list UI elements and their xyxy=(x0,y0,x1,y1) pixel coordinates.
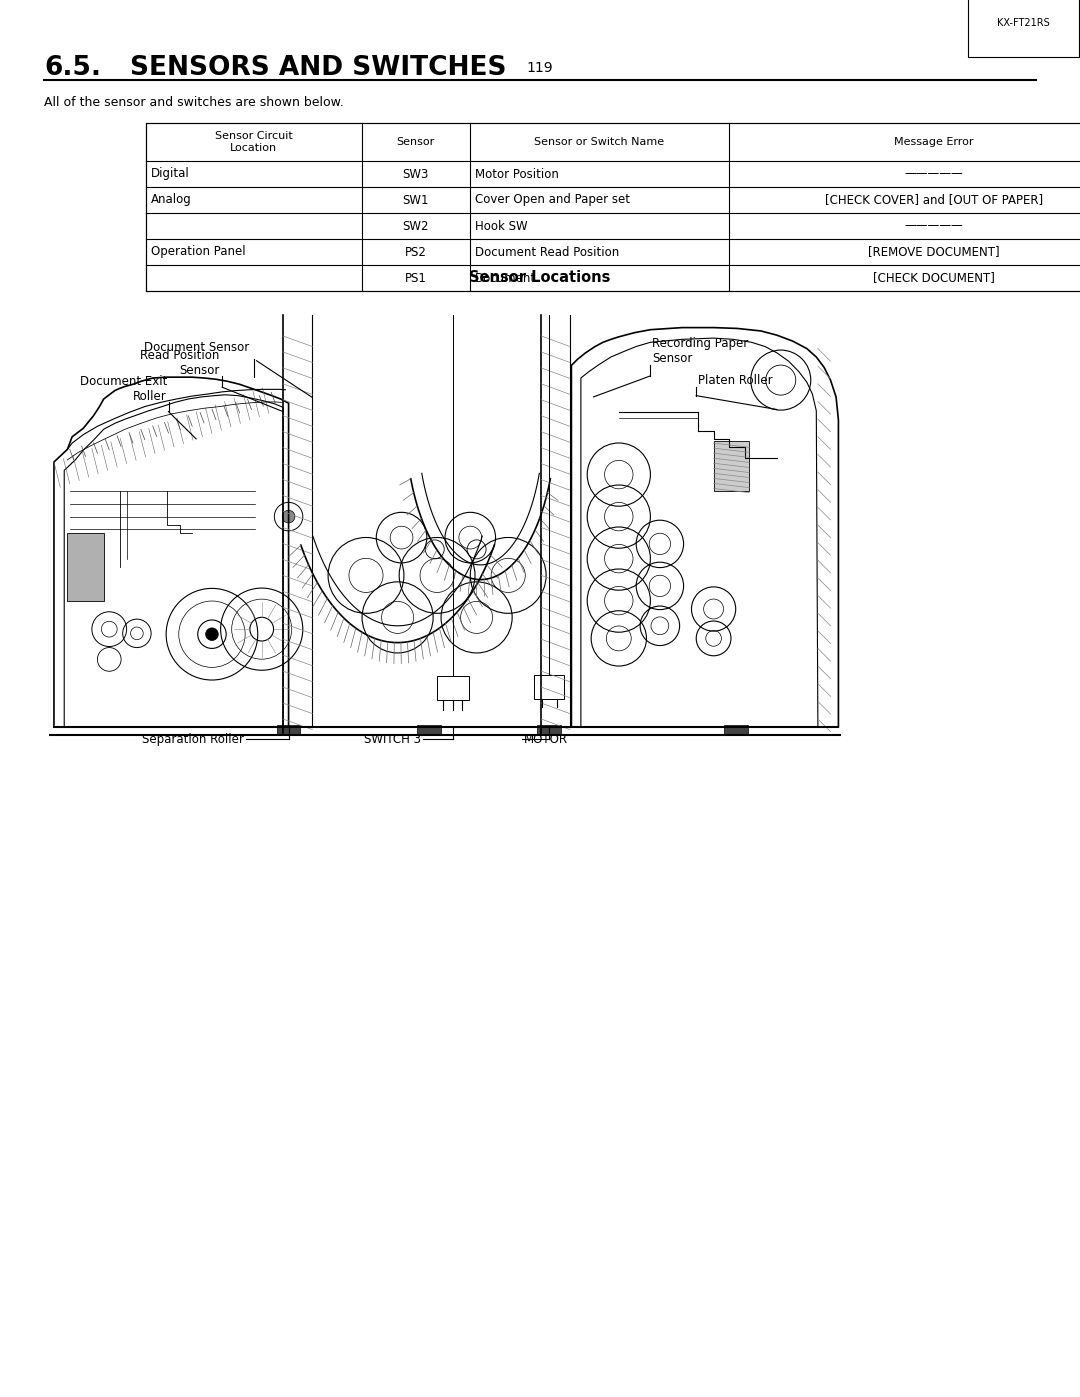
Text: Sensor Locations: Sensor Locations xyxy=(470,270,610,285)
Text: Analog: Analog xyxy=(151,194,191,207)
Text: All of the sensor and switches are shown below.: All of the sensor and switches are shown… xyxy=(44,96,343,109)
Text: PS1: PS1 xyxy=(405,271,427,285)
Text: Motor Position: Motor Position xyxy=(475,168,558,180)
Text: —————: ————— xyxy=(905,168,963,180)
Text: Message Error: Message Error xyxy=(894,137,974,147)
Bar xyxy=(437,676,469,700)
Text: Sensor Circuit
Location: Sensor Circuit Location xyxy=(215,131,293,152)
Text: Sensor or Switch Name: Sensor or Switch Name xyxy=(535,137,664,147)
Text: Platen Roller: Platen Roller xyxy=(698,374,772,387)
Text: [CHECK DOCUMENT]: [CHECK DOCUMENT] xyxy=(874,271,995,285)
Text: KX-FT21RS: KX-FT21RS xyxy=(997,18,1050,28)
Text: MOTOR: MOTOR xyxy=(524,732,568,746)
Text: Document Read Position: Document Read Position xyxy=(475,246,619,258)
Text: Digital: Digital xyxy=(151,168,190,180)
Bar xyxy=(276,725,300,735)
Text: SW1: SW1 xyxy=(403,194,429,207)
Text: PS2: PS2 xyxy=(405,246,427,258)
Text: [CHECK COVER] and [OUT OF PAPER]: [CHECK COVER] and [OUT OF PAPER] xyxy=(825,194,1043,207)
Text: SW2: SW2 xyxy=(403,219,429,232)
Text: Document Exit
Roller: Document Exit Roller xyxy=(80,376,167,404)
Text: Read Position
Sensor: Read Position Sensor xyxy=(140,349,220,377)
Text: 119: 119 xyxy=(527,61,553,75)
Text: SWITCH 3: SWITCH 3 xyxy=(364,732,421,746)
Text: Separation Roller: Separation Roller xyxy=(141,732,244,746)
Bar xyxy=(538,725,562,735)
Circle shape xyxy=(205,627,218,640)
Bar xyxy=(714,441,750,492)
Text: 6.5.: 6.5. xyxy=(44,54,102,81)
Text: Cover Open and Paper set: Cover Open and Paper set xyxy=(475,194,630,207)
Text: SW3: SW3 xyxy=(403,168,429,180)
Bar xyxy=(535,675,564,698)
Bar xyxy=(724,725,747,735)
Circle shape xyxy=(282,510,295,522)
Bar xyxy=(417,725,441,735)
Text: Operation Panel: Operation Panel xyxy=(151,246,245,258)
Text: Sensor: Sensor xyxy=(396,137,435,147)
Text: Hook SW: Hook SW xyxy=(475,219,527,232)
Bar xyxy=(146,123,1080,291)
Text: [REMOVE DOCUMENT]: [REMOVE DOCUMENT] xyxy=(868,246,1000,258)
Text: SENSORS AND SWITCHES: SENSORS AND SWITCHES xyxy=(130,54,507,81)
Text: —————: ————— xyxy=(905,219,963,232)
Text: Document Sensor: Document Sensor xyxy=(144,341,249,353)
Text: Document: Document xyxy=(475,271,536,285)
Text: Recording Paper
Sensor: Recording Paper Sensor xyxy=(652,337,748,365)
Bar xyxy=(67,534,104,601)
